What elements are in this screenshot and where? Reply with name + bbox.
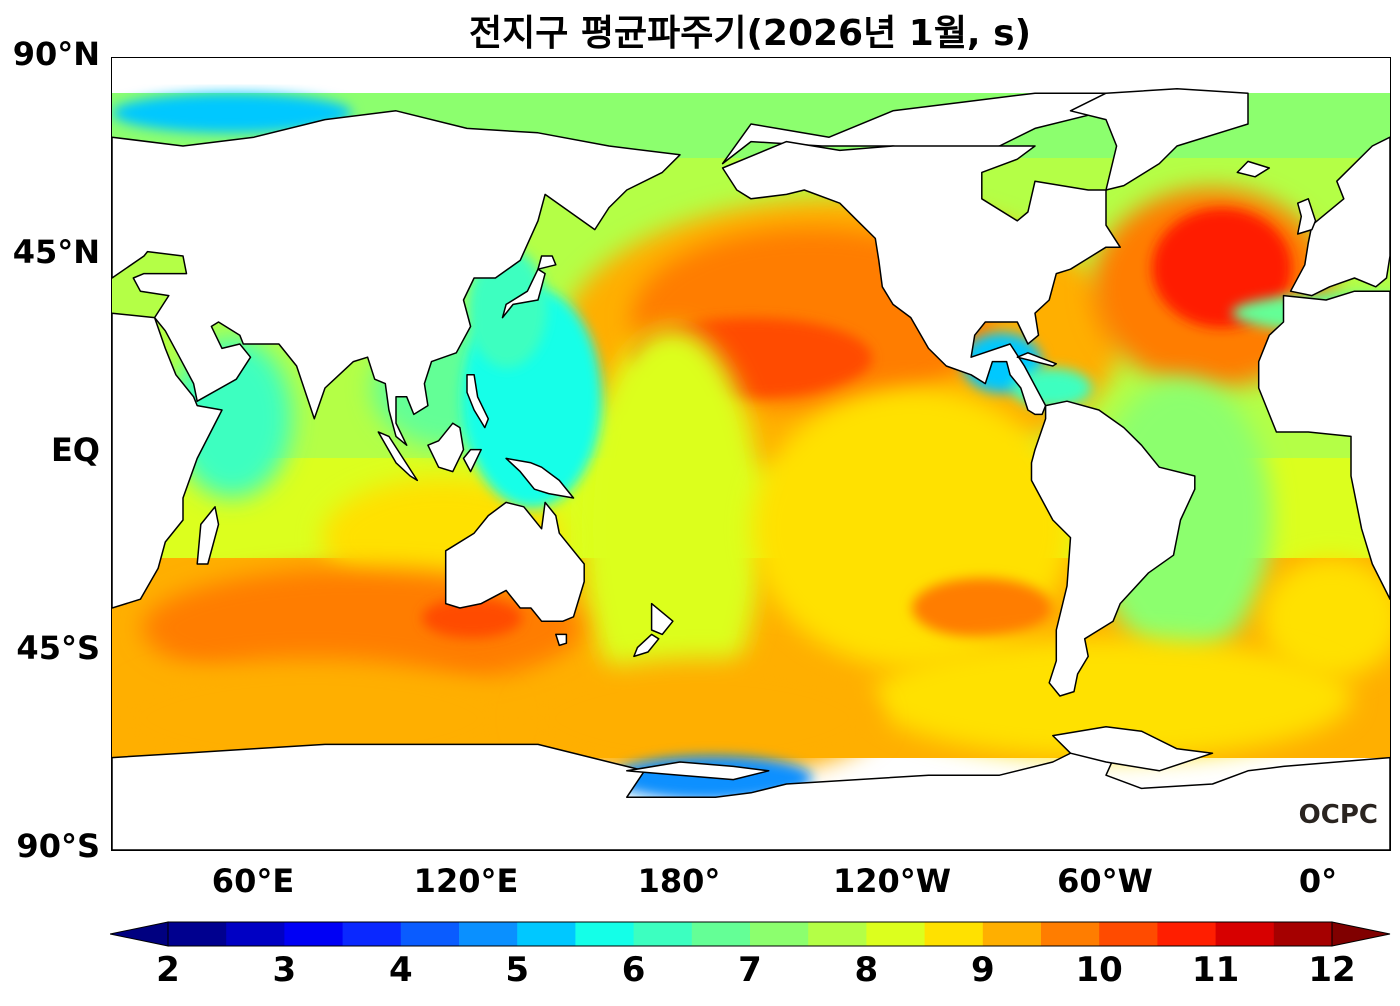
- lat-tick-label: 90°N: [12, 35, 100, 73]
- lon-tick-label: 120°E: [413, 862, 519, 900]
- lat-tick-label: 90°S: [16, 827, 100, 865]
- colorbar-segment: [1099, 922, 1158, 946]
- south-atlantic-east: [1262, 558, 1390, 678]
- colorbar-tick-label: 2: [156, 950, 180, 990]
- australia: [444, 501, 585, 622]
- colorbar-segment: [168, 922, 227, 946]
- colorbar-under-triangle: [110, 921, 169, 947]
- lon-tick-label: 0°: [1298, 862, 1338, 900]
- cuba: [1016, 352, 1058, 367]
- sulawesi: [462, 448, 482, 473]
- colorbar-tick-label: 12: [1308, 950, 1356, 990]
- sumatra: [377, 431, 419, 482]
- colorbar-segment: [284, 922, 344, 946]
- wave-period-map: [112, 58, 1390, 850]
- colorbar-segment: [808, 922, 867, 946]
- north-atlantic-core: [1152, 208, 1292, 328]
- colorbar-tick-label: 5: [505, 950, 530, 990]
- colorbar-tick-label: 6: [621, 950, 646, 990]
- colorbar-tick-label: 10: [1075, 950, 1123, 990]
- colorbar-segment: [459, 922, 518, 946]
- lat-tick-label: EQ: [50, 431, 100, 469]
- arctic-cap: [112, 58, 1390, 85]
- colorbar-tick-label: 4: [388, 950, 413, 990]
- ocpc-logo: OCPC: [1298, 800, 1378, 830]
- colorbar-over-triangle: [1331, 921, 1391, 947]
- colorbar-tick-label: 11: [1191, 950, 1240, 990]
- west-africa: [1257, 290, 1390, 600]
- chart-title: 전지구 평균파주기(2026년 1월, s): [468, 13, 1032, 54]
- antarctica: [112, 734, 1390, 850]
- colorbar-frame: [167, 921, 1333, 947]
- weddell-ice: [1052, 726, 1214, 772]
- western-europe: [1289, 136, 1390, 297]
- greenland: [1069, 88, 1249, 191]
- map-panel: OCPC: [111, 57, 1391, 851]
- colorbar-tick-label: 8: [854, 950, 879, 990]
- colorbar-segment: [691, 922, 751, 946]
- colorbar: [110, 921, 1391, 947]
- colorbar-segment: [1215, 922, 1275, 946]
- british-isles: [1296, 198, 1317, 235]
- tasmania: [555, 633, 568, 647]
- colorbar-tick-label: 3: [272, 950, 297, 990]
- southeast-pacific-core: [912, 578, 1052, 638]
- new-zealand-south: [633, 633, 660, 658]
- southern-ocean-east: [872, 638, 1352, 758]
- lat-tick-label: 45°S: [16, 629, 100, 667]
- north-america: [721, 140, 1121, 416]
- lat-tick-label: 45°N: [12, 233, 100, 271]
- land-masses: [112, 58, 1390, 850]
- barents-sea: [112, 93, 352, 133]
- colorbar-segment: [633, 922, 693, 946]
- colorbar-segment: [866, 922, 926, 946]
- east-africa: [112, 312, 223, 609]
- south-america: [1030, 400, 1196, 697]
- lon-tick-label: 60°E: [211, 862, 295, 900]
- colorbar-segment: [1157, 922, 1217, 946]
- colorbar-tick-label: 9: [970, 950, 995, 990]
- colorbar-segment: [517, 922, 576, 946]
- colorbar-segment: [400, 922, 460, 946]
- japan: [501, 268, 546, 319]
- colorbar-segment: [1273, 922, 1333, 946]
- lon-tick-label: 60°W: [1057, 862, 1153, 900]
- colorbar-segment: [575, 922, 635, 946]
- colorbar-segment: [750, 922, 809, 946]
- eurasia: [112, 110, 681, 446]
- hokkaido: [537, 255, 557, 270]
- ross-ice: [626, 761, 770, 781]
- madagascar: [196, 506, 220, 565]
- colorbar-segment: [1041, 922, 1100, 946]
- iceland: [1236, 160, 1271, 178]
- colorbar-segment: [226, 922, 285, 946]
- lon-tick-label: 180°: [637, 862, 721, 900]
- colorbar-segment: [924, 922, 984, 946]
- lon-tick-label: 120°W: [832, 862, 952, 900]
- borneo: [427, 422, 465, 473]
- south-indian-core: [422, 598, 522, 638]
- new-guinea: [505, 457, 575, 499]
- new-zealand-north: [650, 602, 674, 636]
- colorbar-segment: [982, 922, 1042, 946]
- colorbar-tick-label: 7: [738, 950, 762, 990]
- southern-ocean-central: [522, 658, 882, 778]
- philippines: [466, 374, 490, 429]
- colorbar-segment: [342, 922, 402, 946]
- central-pacific: [582, 328, 762, 728]
